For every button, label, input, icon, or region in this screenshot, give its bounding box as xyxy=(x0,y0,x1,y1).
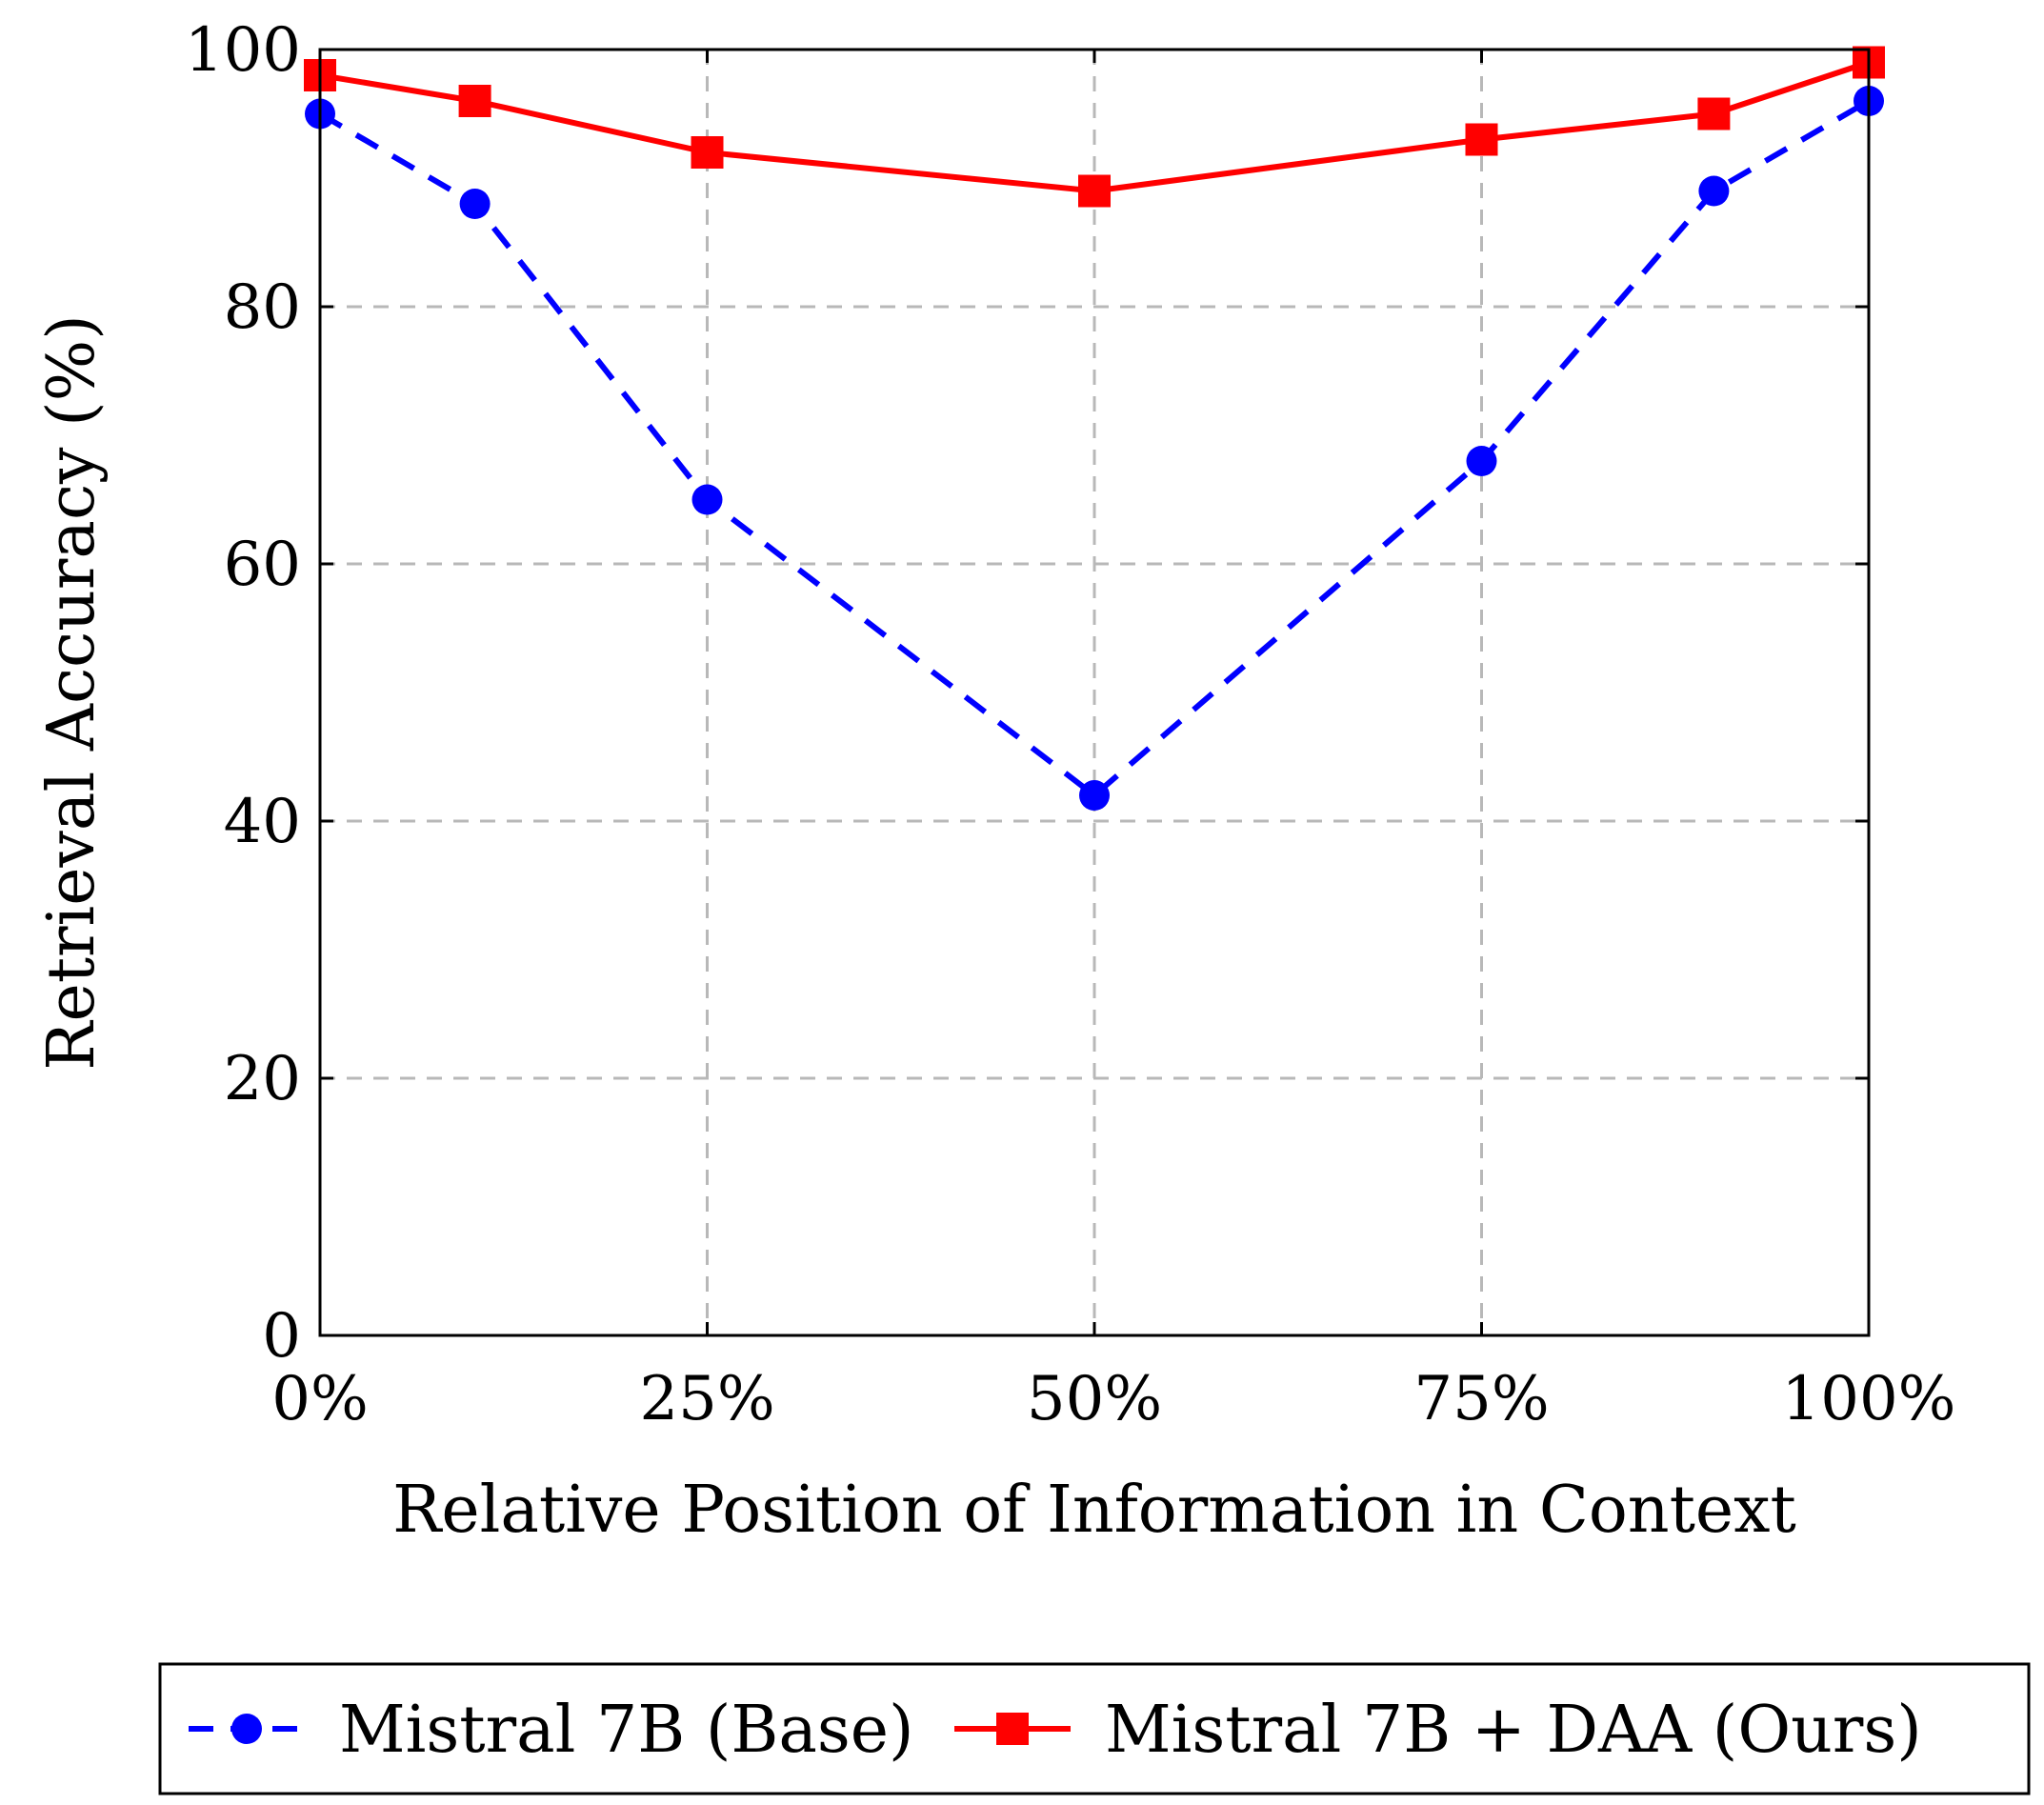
y-tick-label: 40 xyxy=(224,787,301,857)
legend: Mistral 7B (Base) Mistral 7B + DAA (Ours) xyxy=(158,1662,2031,1795)
plot-frame xyxy=(318,48,1871,1337)
tick-labels: 0% 25% 50% 75% 100% 0 20 40 60 80 100 xyxy=(185,15,1956,1434)
grid xyxy=(320,50,1869,1335)
legend-box xyxy=(158,1662,2031,1795)
series-1-point xyxy=(1466,446,1497,476)
legend-label-1: Mistral 7B (Base) xyxy=(339,1693,914,1768)
y-tick-label: 0 xyxy=(262,1301,301,1372)
series-2-point xyxy=(1078,174,1111,208)
y-tick-label: 20 xyxy=(224,1044,301,1114)
series-2-point xyxy=(1697,97,1731,130)
series-1-point xyxy=(459,189,491,219)
legend-marker-1 xyxy=(231,1714,262,1744)
y-tick-label: 60 xyxy=(224,530,301,600)
x-tick-label: 25% xyxy=(639,1364,774,1434)
y-axis-title: Retrieval Accuracy (%) xyxy=(34,314,110,1071)
y-tick-label: 100 xyxy=(185,15,301,86)
x-tick-label: 50% xyxy=(1027,1364,1162,1434)
x-tick-label: 100% xyxy=(1782,1364,1956,1434)
y-tick-label: 80 xyxy=(224,272,301,343)
x-tick-label: 75% xyxy=(1413,1364,1549,1434)
series-2-point xyxy=(1465,123,1498,156)
legend-marker-2 xyxy=(996,1713,1029,1745)
series-2-point xyxy=(458,85,491,117)
x-axis-title: Relative Position of Information in Cont… xyxy=(392,1473,1796,1548)
legend-label-2: Mistral 7B + DAA (Ours) xyxy=(1105,1693,1922,1768)
series-1-point xyxy=(1698,175,1730,207)
x-tick-label: 0% xyxy=(271,1364,369,1434)
series-1-point xyxy=(1079,780,1110,811)
series-2-point xyxy=(691,136,724,169)
series-1-point xyxy=(691,484,723,515)
